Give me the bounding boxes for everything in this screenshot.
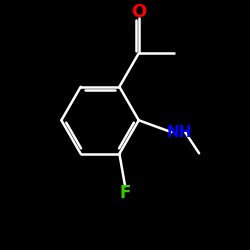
Text: F: F xyxy=(120,184,131,202)
Text: O: O xyxy=(131,2,146,21)
Text: NH: NH xyxy=(167,125,192,140)
